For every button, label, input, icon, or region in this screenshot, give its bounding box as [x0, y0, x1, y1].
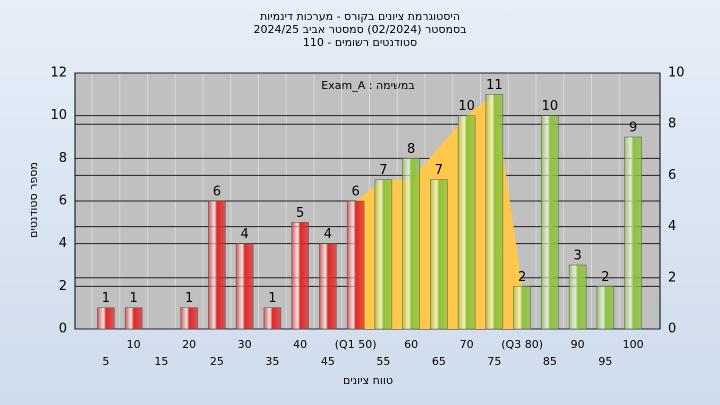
data-label: 1	[185, 291, 193, 306]
y2-tick-label: 10	[668, 66, 685, 81]
bar	[319, 243, 337, 330]
data-label: 1	[102, 291, 110, 306]
data-label: 7	[435, 163, 443, 178]
y-tick-label: 2	[59, 279, 67, 294]
x-tick-label: 35	[265, 355, 279, 368]
x-tick-label: 55	[376, 355, 390, 368]
data-label: 10	[542, 99, 559, 114]
bar	[263, 307, 282, 330]
x-tick-label: 90	[571, 338, 585, 351]
bar	[596, 286, 615, 330]
bar	[291, 222, 309, 330]
data-label: 4	[240, 227, 248, 242]
y-axis-label: מספר סטודנטים	[27, 162, 40, 238]
bar	[457, 115, 476, 330]
data-label: 1	[268, 291, 276, 306]
data-label: 9	[629, 121, 637, 136]
data-label: 2	[518, 270, 526, 285]
x-tick-label: 65	[432, 355, 446, 368]
bar	[513, 286, 531, 330]
y2-tick-label: 8	[668, 117, 676, 132]
x-tick-label: 100	[623, 338, 644, 351]
data-label: 7	[379, 163, 387, 178]
x-tick-label: 5	[102, 355, 109, 368]
bar	[180, 307, 198, 330]
y-tick-label: 8	[59, 151, 67, 166]
x-tick-label: 75	[487, 355, 501, 368]
y-tick-label: 12	[50, 66, 67, 81]
bar	[97, 307, 115, 330]
y2-tick-label: 2	[668, 270, 676, 285]
data-label: 5	[296, 206, 304, 221]
title-line: היסטוגרמת ציונים בקורס - מערכות דינמיות	[260, 10, 460, 23]
x-tick-label: 85	[543, 355, 557, 368]
data-label: 10	[458, 99, 475, 114]
x-tick-label: 60	[404, 338, 418, 351]
y-tick-label: 6	[59, 194, 67, 209]
x-tick-label: 15	[154, 355, 168, 368]
x-tick-label: 10	[127, 338, 141, 351]
annotation: במשימה : Exam_A	[321, 79, 414, 92]
x-tick-label: 20	[182, 338, 196, 351]
bar	[374, 179, 393, 330]
data-label: 6	[351, 185, 359, 200]
y-tick-label: 0	[59, 322, 67, 337]
data-label: 3	[573, 249, 581, 264]
x-tick-label: 25	[210, 355, 224, 368]
y2-tick-label: 4	[668, 219, 676, 234]
y-tick-label: 10	[50, 108, 67, 123]
data-label: 6	[213, 185, 221, 200]
y2-tick-label: 6	[668, 168, 676, 183]
x-axis-label: טווח ציונים	[343, 374, 393, 387]
x-tick-label: 95	[598, 355, 612, 368]
bar	[346, 200, 365, 330]
x-tick-label: (Q1 50)	[335, 338, 377, 351]
bar	[568, 264, 587, 330]
data-label: 8	[407, 142, 415, 157]
bar	[541, 115, 559, 330]
bar	[485, 94, 504, 330]
x-tick-label: 40	[293, 338, 307, 351]
bar	[624, 136, 642, 330]
bar	[430, 179, 448, 330]
x-tick-label: 70	[460, 338, 474, 351]
y2-tick-label: 0	[668, 322, 676, 337]
bar	[402, 158, 420, 330]
x-tick-label: 45	[321, 355, 335, 368]
data-label: 11	[486, 78, 503, 93]
data-label: 2	[601, 270, 609, 285]
bar	[235, 243, 254, 330]
title-line: סטודנטים רשומים - 110	[303, 36, 417, 49]
data-label: 1	[129, 291, 137, 306]
data-label: 4	[324, 227, 332, 242]
x-tick-label: (Q3 80)	[501, 338, 543, 351]
bar	[208, 200, 226, 330]
x-tick-label: 30	[238, 338, 252, 351]
title-line: בסמסטר (02/2024) סמסטר אביב 2024/25	[253, 23, 466, 36]
y-tick-label: 4	[59, 236, 67, 251]
bar	[124, 307, 143, 330]
